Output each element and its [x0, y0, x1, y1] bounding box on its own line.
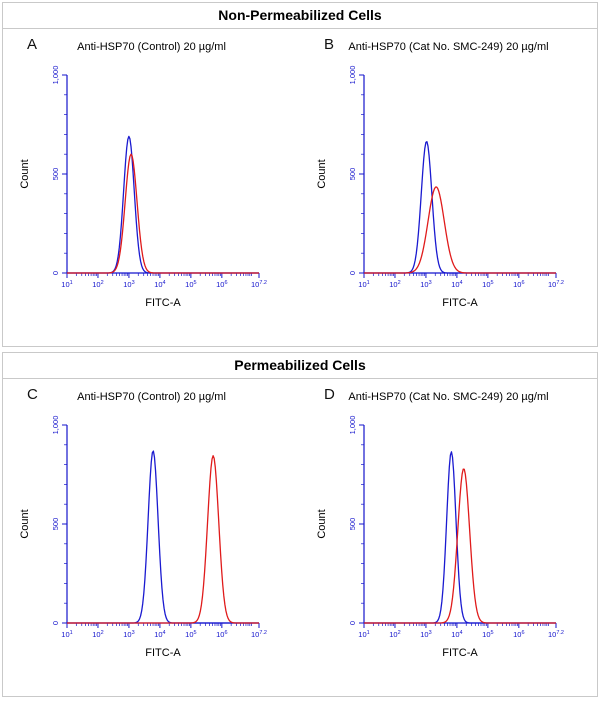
svg-text:Count: Count — [316, 509, 328, 538]
svg-text:101: 101 — [61, 630, 72, 639]
panel-c: C Anti-HSP70 (Control) 20 µg/ml 101 102 10… — [3, 379, 300, 695]
panel-b: B Anti-HSP70 (Cat No. SMC-249) 20 µg/ml … — [300, 29, 597, 345]
svg-text:0: 0 — [51, 621, 60, 625]
svg-text:103: 103 — [123, 280, 134, 289]
svg-text:1,000: 1,000 — [348, 416, 357, 435]
svg-text:Count: Count — [19, 159, 31, 188]
flow-histogram-chart-c: 101 102 103 104 105 106 107.2 0 500 1,000 Count FIT… — [19, 416, 267, 659]
panel-d: D Anti-HSP70 (Cat No. SMC-249) 20 µg/ml … — [300, 379, 597, 695]
svg-text:103: 103 — [123, 630, 134, 639]
flow-histogram-chart-b: 101 102 103 104 105 106 107.2 0 500 1,000 Count FIT… — [316, 66, 564, 309]
svg-text:105: 105 — [185, 280, 196, 289]
svg-text:107.2: 107.2 — [548, 630, 564, 639]
svg-text:101: 101 — [358, 630, 369, 639]
svg-text:500: 500 — [348, 518, 357, 531]
svg-text:106: 106 — [216, 280, 227, 289]
svg-text:104: 104 — [154, 280, 165, 289]
panel-title-b: Anti-HSP70 (Cat No. SMC-249) 20 µg/ml — [348, 41, 549, 53]
panel-title-a: Anti-HSP70 (Control) 20 µg/ml — [77, 41, 226, 53]
svg-text:106: 106 — [513, 630, 524, 639]
svg-text:107.2: 107.2 — [251, 630, 267, 639]
svg-text:1,000: 1,000 — [51, 416, 60, 435]
panel-letter-a: A — [27, 36, 38, 53]
svg-text:500: 500 — [51, 168, 60, 181]
svg-text:500: 500 — [51, 518, 60, 531]
svg-text:101: 101 — [61, 280, 72, 289]
panel-a: A Anti-HSP70 (Control) 20 µg/ml 101 102 10… — [3, 29, 300, 345]
panel-letter-c: C — [27, 386, 38, 403]
flow-histogram-chart-a: 101 102 103 104 105 106 107.2 0 500 1,000 Count FIT… — [19, 66, 267, 309]
svg-text:102: 102 — [389, 280, 400, 289]
svg-text:107.2: 107.2 — [251, 280, 267, 289]
svg-text:102: 102 — [92, 280, 103, 289]
svg-text:FITC-A: FITC-A — [145, 297, 181, 309]
svg-text:104: 104 — [451, 630, 462, 639]
svg-text:1,000: 1,000 — [348, 66, 357, 85]
svg-text:105: 105 — [482, 280, 493, 289]
svg-text:103: 103 — [420, 280, 431, 289]
svg-text:FITC-A: FITC-A — [442, 647, 478, 659]
svg-text:FITC-A: FITC-A — [145, 647, 181, 659]
svg-text:101: 101 — [358, 280, 369, 289]
svg-text:104: 104 — [451, 280, 462, 289]
panel-row-top: A Anti-HSP70 (Control) 20 µg/ml 101 102 10… — [3, 29, 597, 345]
svg-text:0: 0 — [51, 271, 60, 275]
panel-row-bottom: C Anti-HSP70 (Control) 20 µg/ml 101 102 10… — [3, 379, 597, 695]
flow-histogram-chart-d: 101 102 103 104 105 106 107.2 0 500 1,000 Count FIT… — [316, 416, 564, 659]
svg-text:500: 500 — [348, 168, 357, 181]
svg-text:106: 106 — [513, 280, 524, 289]
section-permeabilized: Permeabilized Cells C Anti-HSP70 (Contro… — [2, 352, 598, 697]
section-title-permeabilized: Permeabilized Cells — [3, 353, 597, 379]
svg-text:106: 106 — [216, 630, 227, 639]
svg-text:0: 0 — [348, 621, 357, 625]
svg-text:102: 102 — [92, 630, 103, 639]
panel-title-c: Anti-HSP70 (Control) 20 µg/ml — [77, 391, 226, 403]
svg-text:FITC-A: FITC-A — [442, 297, 478, 309]
svg-text:Count: Count — [316, 159, 328, 188]
svg-text:1,000: 1,000 — [51, 66, 60, 85]
svg-text:Count: Count — [19, 509, 31, 538]
section-non-permeabilized: Non-Permeabilized Cells A Anti-HSP70 (Co… — [2, 2, 598, 347]
section-title-non-permeabilized: Non-Permeabilized Cells — [3, 3, 597, 29]
svg-text:102: 102 — [389, 630, 400, 639]
svg-text:107.2: 107.2 — [548, 280, 564, 289]
panel-title-d: Anti-HSP70 (Cat No. SMC-249) 20 µg/ml — [348, 391, 549, 403]
panel-letter-d: D — [324, 386, 335, 403]
svg-text:105: 105 — [482, 630, 493, 639]
svg-text:104: 104 — [154, 630, 165, 639]
panel-letter-b: B — [324, 36, 335, 53]
svg-text:103: 103 — [420, 630, 431, 639]
svg-text:0: 0 — [348, 271, 357, 275]
svg-text:105: 105 — [185, 630, 196, 639]
